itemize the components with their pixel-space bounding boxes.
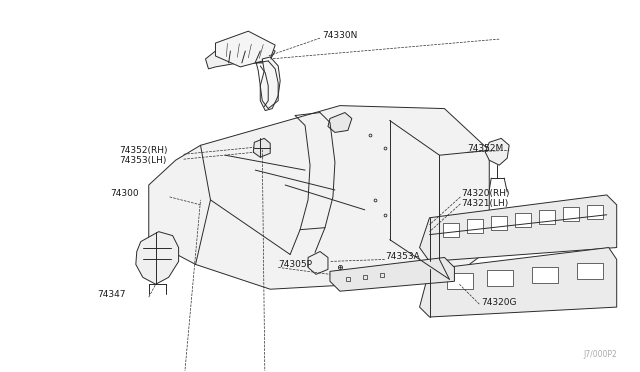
- FancyBboxPatch shape: [467, 219, 483, 232]
- Text: 74320G: 74320G: [481, 298, 516, 307]
- Polygon shape: [420, 195, 617, 262]
- FancyBboxPatch shape: [587, 205, 603, 219]
- FancyBboxPatch shape: [539, 210, 555, 224]
- Polygon shape: [205, 51, 238, 69]
- Text: 74305P: 74305P: [278, 260, 312, 269]
- Polygon shape: [136, 232, 179, 284]
- Text: 74347: 74347: [97, 290, 125, 299]
- FancyBboxPatch shape: [492, 216, 507, 230]
- Polygon shape: [253, 138, 270, 157]
- Text: 74321(LH): 74321(LH): [461, 199, 509, 208]
- Polygon shape: [485, 138, 509, 165]
- FancyBboxPatch shape: [577, 263, 603, 279]
- Polygon shape: [260, 57, 280, 110]
- FancyBboxPatch shape: [487, 270, 513, 286]
- Polygon shape: [148, 106, 489, 289]
- FancyBboxPatch shape: [444, 223, 460, 237]
- Polygon shape: [308, 251, 328, 274]
- FancyBboxPatch shape: [563, 207, 579, 221]
- Text: 74353A: 74353A: [386, 252, 420, 261]
- FancyBboxPatch shape: [447, 273, 474, 289]
- Polygon shape: [328, 113, 352, 132]
- FancyBboxPatch shape: [532, 267, 558, 283]
- Text: 74320(RH): 74320(RH): [461, 189, 510, 198]
- Text: 74352(RH): 74352(RH): [119, 146, 168, 155]
- Text: 74300: 74300: [110, 189, 138, 198]
- Polygon shape: [216, 31, 275, 67]
- Text: 74353(LH): 74353(LH): [119, 156, 166, 165]
- Polygon shape: [330, 257, 454, 291]
- FancyBboxPatch shape: [515, 213, 531, 227]
- Text: 74330N: 74330N: [322, 31, 357, 40]
- Text: J7/000P2: J7/000P2: [583, 350, 617, 359]
- Text: 74352M: 74352M: [467, 144, 504, 153]
- Polygon shape: [420, 247, 617, 317]
- Polygon shape: [216, 39, 275, 63]
